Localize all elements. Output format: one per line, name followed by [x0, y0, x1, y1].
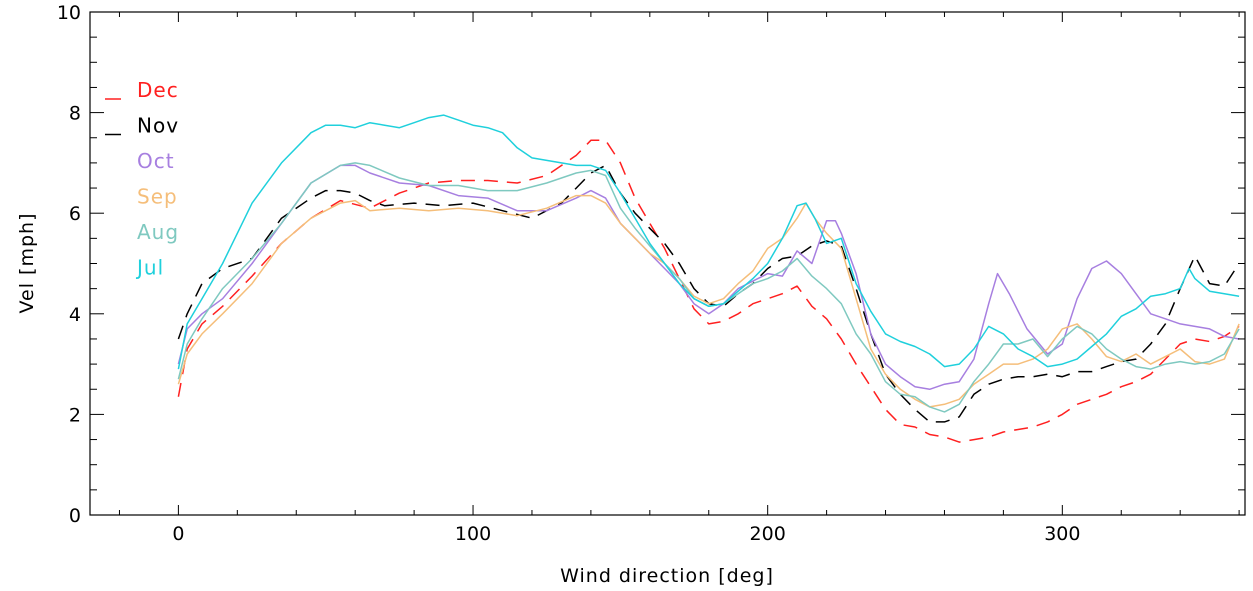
series-line-sep	[177, 194, 1240, 408]
x-axis-label: Wind direction [deg]	[560, 565, 774, 587]
x-tick-label: 0	[172, 523, 184, 545]
series-layer	[177, 114, 1240, 443]
ticks-layer: 0 100 200 300 0 2 4 6 8 10	[57, 2, 1245, 545]
series-line-aug	[177, 162, 1240, 413]
series-line-nov	[177, 164, 1240, 423]
y-tick-label: 2	[69, 404, 81, 426]
series-line-dec	[177, 139, 1240, 443]
series-line-jul	[177, 114, 1240, 370]
y-tick-label: 6	[69, 203, 81, 225]
y-tick-label: 8	[69, 103, 81, 125]
legend-label-sep: Sep	[137, 185, 178, 209]
y-tick-label: 10	[57, 2, 81, 24]
x-tick-label: 100	[455, 523, 491, 545]
y-axis-label: Vel [mph]	[16, 213, 38, 314]
x-tick-label: 200	[750, 523, 786, 545]
legend-label-dec: Dec	[137, 78, 179, 102]
y-tick-label: 0	[69, 505, 81, 527]
legend-label-oct: Oct	[137, 149, 175, 173]
legend-label-aug: Aug	[137, 220, 179, 244]
legend-label-jul: Jul	[135, 256, 164, 280]
legend-label-nov: Nov	[137, 114, 179, 138]
x-tick-label: 300	[1044, 523, 1080, 545]
series-line-oct	[177, 164, 1240, 391]
y-tick-label: 4	[69, 304, 81, 326]
legend: Dec Nov Oct Sep Aug Jul	[105, 78, 179, 280]
